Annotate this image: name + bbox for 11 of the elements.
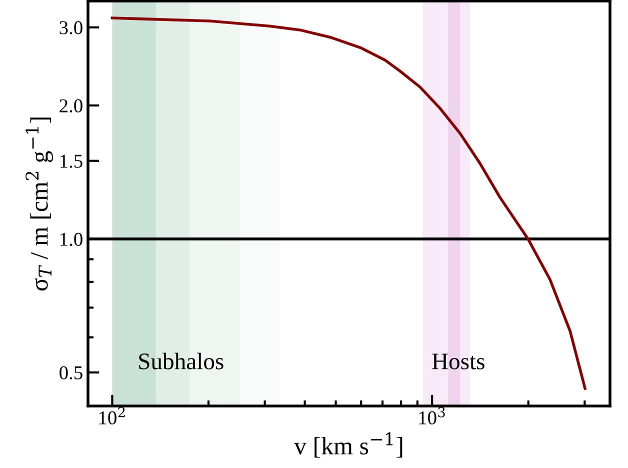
y-tick-label: 2.0 <box>60 99 82 112</box>
annotation: Hosts <box>432 354 484 370</box>
x-tick-label: 10$^{2}$ <box>99 407 125 424</box>
y-tick-label: 1.0 <box>60 232 82 246</box>
x-tick-label: 10$^{3}$ <box>419 407 445 424</box>
annotation: Subhalos <box>139 352 224 370</box>
y-tick-label: 1.5 <box>60 154 82 168</box>
x-axis-title: v [km s$^{−1}$] <box>294 432 402 458</box>
y-axis-title: σ$_{T}$ / m [cm$^{2}$ g$^{−1}$] <box>26 118 53 291</box>
y-tick-label: 0.5 <box>60 366 82 380</box>
y-tick-label: 3.0 <box>60 21 82 34</box>
